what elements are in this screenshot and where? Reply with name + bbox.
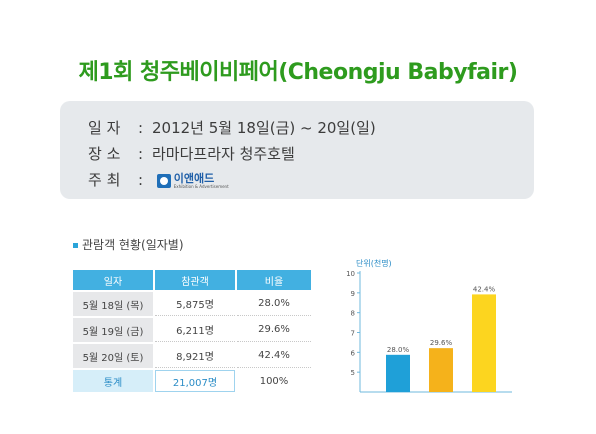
- table-row: 5월 18일 (목) 5,875명 28.0%: [73, 292, 311, 316]
- table-cell-visitors: 5,875명: [155, 292, 235, 316]
- y-axis-label: 단위(천명): [356, 258, 392, 268]
- table-total-visitors: 21,007명: [155, 370, 235, 392]
- bar-data-label: 42.4%: [473, 285, 496, 293]
- table-cell-ratio: 29.6%: [237, 318, 311, 342]
- y-tick-label: 9: [351, 290, 355, 298]
- host-logo-name: 이앤애드: [173, 171, 215, 185]
- square-bullet-icon: [73, 243, 78, 248]
- table-cell-ratio: 28.0%: [237, 292, 311, 316]
- y-tick-label: 6: [351, 349, 356, 357]
- info-colon: :: [138, 171, 144, 189]
- event-info-box: 일 자:2012년 5월 18일(금) ~ 20일(일) 장 소: 라마다프라자 …: [60, 101, 534, 199]
- bar: [472, 294, 496, 392]
- table-total-ratio: 100%: [237, 370, 311, 392]
- table-header-visitors: 참관객: [155, 270, 235, 290]
- bar: [386, 354, 410, 392]
- visitor-table: 일자 참관객 비율 5월 18일 (목) 5,875명 28.0% 5월 19일…: [71, 268, 313, 394]
- table-total-row: 통계 21,007명 100%: [73, 370, 311, 392]
- bar-data-label: 28.0%: [387, 346, 410, 354]
- host-logo: 이앤애드 Exhibition & Advertisement: [156, 171, 229, 189]
- y-tick-label: 5: [351, 369, 355, 377]
- bar-data-label: 29.6%: [430, 339, 453, 347]
- info-colon: :: [138, 119, 144, 137]
- table-header-row: 일자 참관객 비율: [73, 270, 311, 290]
- host-logo-subtitle: Exhibition & Advertisement: [173, 183, 229, 189]
- info-host-label: 주 최: [88, 171, 121, 189]
- info-date-row: 일 자:2012년 5월 18일(금) ~ 20일(일): [88, 117, 376, 138]
- table-cell-date: 5월 19일 (금): [73, 318, 153, 342]
- table-cell-visitors: 6,211명: [155, 318, 235, 342]
- table-cell-date: 5월 18일 (목): [73, 292, 153, 316]
- host-logo-mark-icon: [156, 173, 171, 188]
- table-cell-ratio: 42.4%: [237, 344, 311, 368]
- y-tick-label: 7: [351, 330, 355, 338]
- info-place-value: 라마다프라자 청주호텔: [152, 145, 295, 163]
- table-row: 5월 19일 (금) 6,211명 29.6%: [73, 318, 311, 342]
- info-date-label: 일 자: [88, 119, 121, 137]
- page-title: 제1회 청주베이비페어(Cheongju Babyfair): [78, 60, 518, 85]
- info-colon: :: [138, 145, 144, 163]
- table-header-date: 일자: [73, 270, 153, 290]
- table-cell-visitors: 8,921명: [155, 344, 235, 368]
- visitor-bar-chart: 단위(천명) 5 6 7 8 9 10 28.0% 29.6% 42.4%: [346, 258, 512, 393]
- table-cell-date: 5월 20일 (토): [73, 344, 153, 368]
- bar: [429, 348, 453, 392]
- table-row: 5월 20일 (토) 8,921명 42.4%: [73, 344, 311, 368]
- y-tick-label: 8: [351, 310, 355, 318]
- section-title-text: 관람객 현황(일자별): [82, 238, 184, 252]
- section-title: 관람객 현황(일자별): [73, 236, 184, 253]
- info-date-value: 2012년 5월 18일(금) ~ 20일(일): [152, 119, 376, 137]
- y-tick-label: 10: [346, 270, 355, 278]
- table-header-ratio: 비율: [237, 270, 311, 290]
- info-place-label: 장 소: [88, 145, 121, 163]
- info-host-row: 주 최: 이앤애드 Exhibition & Advertisement: [88, 169, 229, 190]
- info-place-row: 장 소: 라마다프라자 청주호텔: [88, 143, 295, 164]
- table-total-label: 통계: [73, 370, 153, 392]
